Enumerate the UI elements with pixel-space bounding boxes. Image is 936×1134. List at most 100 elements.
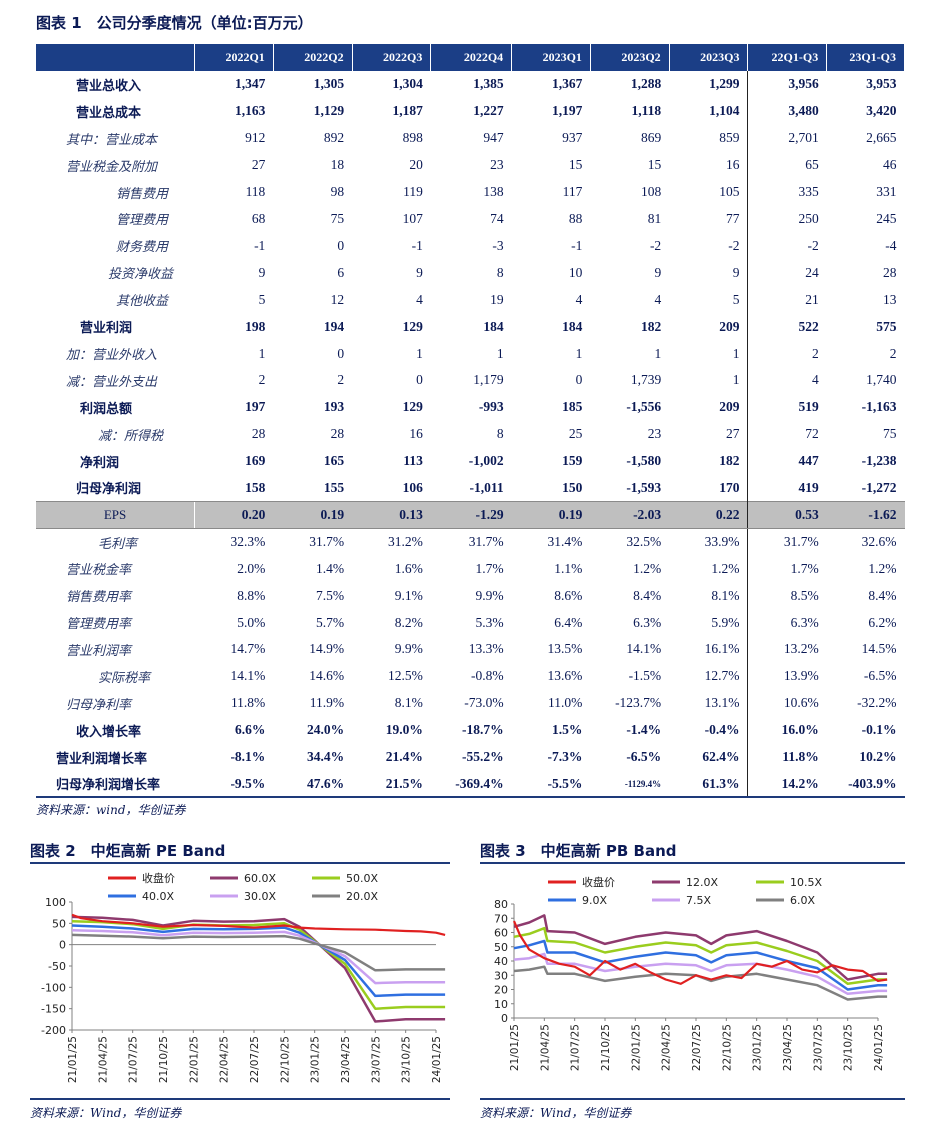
table-cell: 32.3%: [230, 534, 266, 550]
y-tick-label: -150: [41, 1003, 66, 1016]
table-cell: 75: [883, 426, 897, 442]
table-cell: 98: [330, 184, 345, 200]
table-cell: 14.5%: [861, 641, 897, 657]
table-row: 管理费用率 5.0% 5.7% 8.2% 5.3% 6.4% 6.3% 5.9% 6.3% 6.2…: [36, 609, 905, 637]
row-label: 营业利润增长率: [56, 751, 148, 767]
table-cell: 28: [251, 426, 266, 442]
series-line: [512, 920, 888, 985]
table-cell: 8.2%: [394, 614, 423, 630]
table-cell: 77: [725, 210, 740, 226]
x-tick-label: 24/01/25: [431, 1036, 443, 1083]
row-label: 其中：营业成本: [66, 132, 158, 148]
table-cell: -403.9%: [826, 770, 905, 799]
table-cell: 21.5%: [352, 770, 431, 799]
fig3-source: 资料来源：Wind，华创证券: [480, 1106, 632, 1120]
y-tick-label: 100: [45, 896, 66, 909]
table-cell: 575: [876, 318, 897, 334]
table-cell: 1.7%: [747, 555, 827, 583]
table-cell: 1.2%: [868, 560, 897, 576]
table-cell: 150: [562, 479, 583, 495]
table-cell: 9: [732, 264, 740, 280]
table-cell: -4: [885, 237, 897, 253]
y-tick-label: 70: [494, 912, 508, 925]
table-cell: 8.5%: [747, 582, 827, 610]
table-cell: 155: [323, 479, 345, 495]
table-cell: -993: [478, 399, 504, 415]
row-label: 销售费用: [116, 186, 169, 202]
x-tick-label: 22/10/25: [279, 1036, 291, 1083]
table-row: 毛利率 32.3% 31.7% 31.2% 31.7% 31.4% 32.5% 33.9% 31…: [36, 528, 905, 556]
table-cell: 11.0%: [548, 695, 583, 711]
table-row: 营业利润率 14.7% 14.9% 9.9% 13.3% 13.5% 14.1% 16.1% 1…: [36, 636, 905, 663]
x-tick-label: 23/01/25: [752, 1024, 764, 1071]
table-cell: -1,238: [861, 453, 897, 469]
legend-label: 收盘价: [582, 875, 615, 889]
table-cell: -1.29: [430, 501, 512, 529]
column-header: 2023Q2: [590, 44, 670, 71]
table-cell: 0: [337, 237, 345, 253]
fig2-bottom-rule: [30, 1098, 450, 1100]
table-cell: 108: [640, 184, 662, 200]
series-line: [513, 914, 888, 981]
table-cell: 6.3%: [633, 614, 662, 630]
table-row: 加：营业外收入 1 0 1 1 1 1 1 2 2: [36, 340, 905, 367]
table-row: 营业利润增长率 -8.1% 34.4% 21.4% -55.2% -7.3% -6.5% 62…: [36, 743, 905, 771]
table-cell: -1: [411, 237, 423, 253]
x-tick-label: 22/04/25: [661, 1024, 673, 1071]
table-row: 营业总收入 1,347 1,305 1,304 1,385 1,367 1,288 1,299…: [36, 71, 905, 98]
legend-label: 9.0X: [582, 894, 607, 907]
x-tick-label: 21/07/25: [128, 1036, 140, 1083]
table-cell: 14.9%: [309, 641, 345, 657]
table-cell: 1: [732, 372, 740, 388]
table-cell: 1,305: [313, 76, 345, 92]
column-header: 2023Q3: [669, 44, 749, 71]
column-header: 2023Q1: [511, 44, 591, 71]
table-cell: 3,956: [747, 71, 827, 98]
table-cell: 2: [258, 372, 266, 388]
table-cell: 31.2%: [387, 534, 423, 550]
table-cell: -1: [571, 237, 583, 253]
x-tick-label: 21/04/25: [539, 1024, 551, 1071]
table-cell: 32.5%: [626, 534, 662, 550]
table-cell: 419: [747, 474, 827, 502]
table-row: 实际税率 14.1% 14.6% 12.5% -0.8% 13.6% -1.5% 12.7% 1…: [36, 662, 905, 690]
table-cell: 6.3%: [747, 609, 827, 637]
table-cell: -1.62: [826, 501, 905, 529]
table-cell: -1,556: [626, 399, 662, 415]
table-row: EPS 0.20 0.19 0.13 -1.29 0.19 -2.03 0.22 0.53 -1.…: [36, 501, 905, 529]
table-row: 投资净收益 9 6 9 8 10 9 9 24 28: [36, 259, 905, 287]
table-cell: 8.1%: [394, 695, 423, 711]
table-cell: 1,347: [234, 76, 266, 92]
table-cell: 46: [883, 157, 897, 173]
table-cell: 185: [562, 399, 583, 415]
table-cell: 72: [747, 420, 827, 448]
table-cell: 23: [490, 157, 504, 173]
table-cell: 9: [258, 264, 266, 280]
table-cell: 1,104: [709, 103, 740, 119]
row-label: 管理费用率: [66, 617, 132, 633]
table-cell: 1: [654, 345, 662, 361]
table-cell: 1: [416, 345, 423, 361]
table-cell: 47.6%: [273, 770, 353, 799]
table-cell: 447: [747, 447, 827, 475]
x-tick-label: 23/07/25: [370, 1036, 382, 1083]
table-cell: 8: [496, 264, 504, 280]
table-cell: 8.8%: [237, 587, 266, 603]
table-cell: 107: [402, 210, 423, 226]
table-cell: 16.1%: [704, 641, 740, 657]
column-header: 22Q1-Q3: [747, 44, 828, 71]
table-cell: 13.3%: [468, 641, 504, 657]
table-cell: -55.2%: [462, 749, 504, 765]
table-cell: 245: [876, 210, 897, 226]
table-cell: 1,118: [631, 103, 662, 119]
table-cell: 13.2%: [747, 636, 827, 663]
table-cell: 193: [323, 399, 345, 415]
table-cell: -1,011: [469, 479, 504, 495]
table-cell: 9: [416, 264, 423, 280]
table-cell: 113: [403, 453, 423, 469]
x-tick-label: 21/01/25: [67, 1036, 79, 1083]
table-cell: 129: [402, 318, 423, 334]
fig2-source: 资料来源：Wind，华创证券: [30, 1106, 182, 1120]
table-cell: -1,580: [626, 453, 662, 469]
table-cell: 9.1%: [394, 587, 423, 603]
